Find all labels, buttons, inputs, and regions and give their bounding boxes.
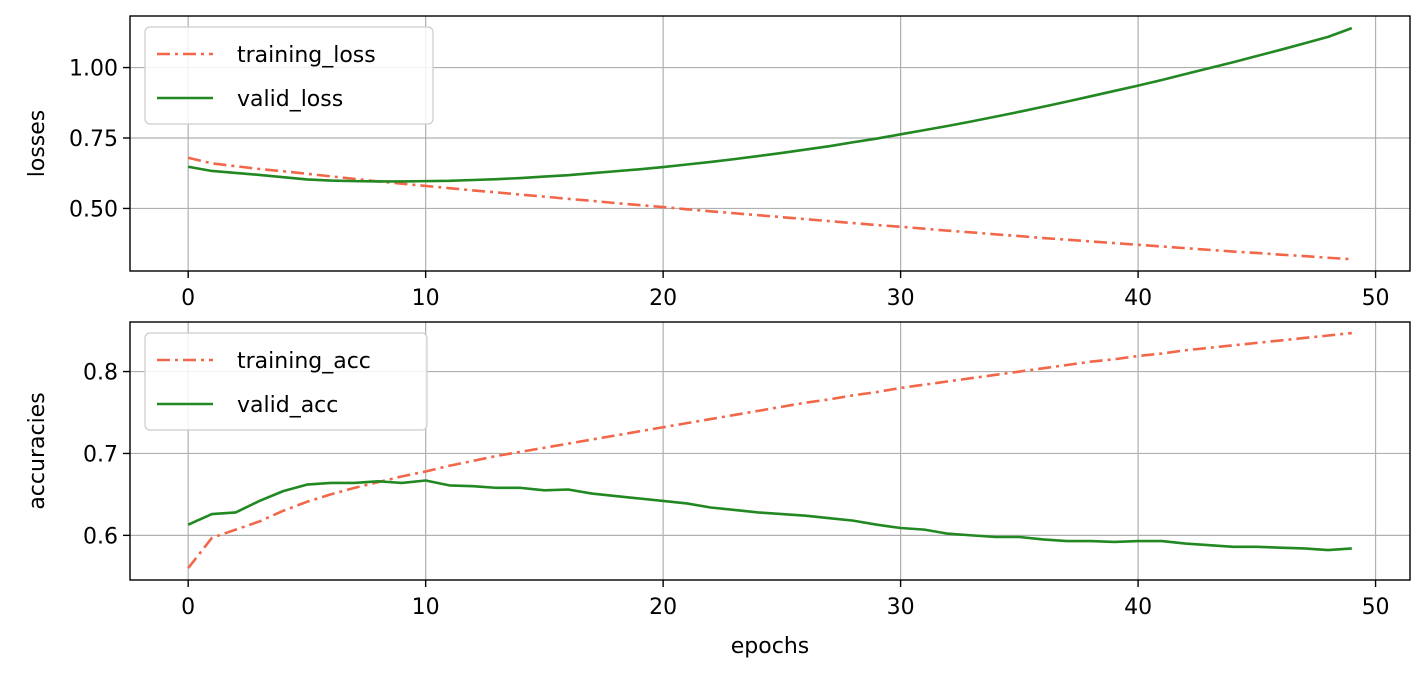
x-tick-label: 30: [887, 286, 915, 311]
x-axis-label: epochs: [731, 634, 809, 659]
legend-box: [144, 332, 428, 431]
y-tick-label: 0.75: [69, 127, 118, 152]
legend-label-valid-loss: valid_loss: [237, 87, 343, 112]
losses-panel: 0 10 20 30 40 50 0.50 0.75 1.00 losses training_lo…: [25, 15, 1411, 311]
legend-label-training-acc: training_acc: [237, 349, 371, 374]
x-tick-label: 10: [412, 595, 440, 620]
legend-box: [144, 26, 434, 125]
legend: training_acc valid_acc: [144, 332, 428, 431]
x-tick-label: 40: [1124, 286, 1152, 311]
x-tick-label: 50: [1362, 286, 1390, 311]
plot-frame: [129, 15, 1411, 272]
series-line-valid-loss: [187, 26, 1353, 183]
y-axis-label: accuracies: [25, 392, 50, 509]
x-tick-label: 30: [887, 595, 915, 620]
series-line-training-loss: [187, 156, 1352, 261]
x-tick-label: 0: [181, 286, 195, 311]
accuracies-panel: 0 10 20 30 40 50 0.6 0.7 0.8 accuracies epochs trai…: [25, 321, 1411, 659]
legend-label-valid-acc: valid_acc: [237, 393, 338, 418]
y-tick-label: 1.00: [69, 57, 118, 82]
x-tick-label: 50: [1362, 595, 1390, 620]
y-tick-label: 0.8: [83, 361, 118, 386]
legend: training_loss valid_loss: [144, 26, 434, 125]
y-tick-label: 0.50: [69, 197, 118, 222]
x-tick-label: 20: [649, 595, 677, 620]
x-tick-label: 0: [181, 595, 195, 620]
y-tick-label: 0.7: [83, 442, 118, 467]
y-tick-label: 0.6: [83, 524, 118, 549]
x-tick-label: 40: [1124, 595, 1152, 620]
series-line-valid-acc: [187, 479, 1352, 552]
plot-frame: [129, 321, 1411, 581]
x-tick-label: 20: [649, 286, 677, 311]
legend-label-training-loss: training_loss: [237, 43, 376, 68]
y-axis-label: losses: [25, 110, 50, 178]
x-tick-label: 10: [412, 286, 440, 311]
